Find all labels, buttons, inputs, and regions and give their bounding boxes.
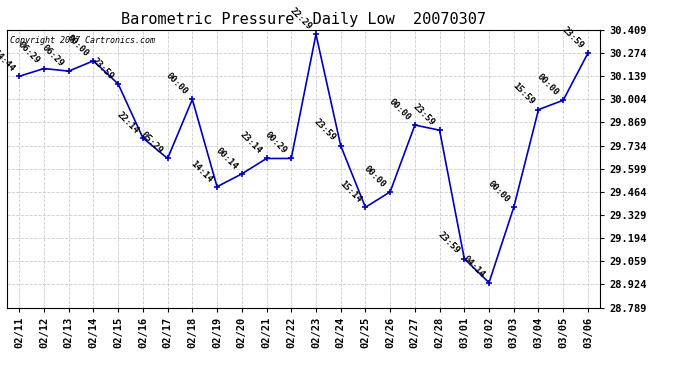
Text: 23:59: 23:59	[560, 25, 585, 50]
Text: 23:59: 23:59	[90, 56, 115, 81]
Text: 23:59: 23:59	[436, 231, 462, 256]
Text: 14:14: 14:14	[189, 159, 215, 184]
Text: 23:14: 23:14	[238, 130, 264, 156]
Text: 00:00: 00:00	[486, 179, 511, 204]
Text: 00:29: 00:29	[263, 130, 288, 156]
Title: Barometric Pressure  Daily Low  20070307: Barometric Pressure Daily Low 20070307	[121, 12, 486, 27]
Text: 00:00: 00:00	[66, 33, 90, 58]
Text: 15:14: 15:14	[337, 179, 363, 204]
Text: 00:00: 00:00	[164, 71, 190, 97]
Text: 00:00: 00:00	[535, 72, 560, 98]
Text: 15:59: 15:59	[511, 81, 535, 107]
Text: Copyright 2007 Cartronics.com: Copyright 2007 Cartronics.com	[10, 36, 155, 45]
Text: 05:29: 05:29	[139, 130, 165, 156]
Text: 00:00: 00:00	[362, 164, 387, 189]
Text: 06:29: 06:29	[41, 43, 66, 68]
Text: 23:59: 23:59	[313, 117, 338, 143]
Text: 00:00: 00:00	[386, 97, 412, 122]
Text: 22:14: 22:14	[115, 110, 140, 135]
Text: 04:14: 04:14	[461, 255, 486, 280]
Text: 14:44: 14:44	[0, 48, 17, 74]
Text: 00:14: 00:14	[214, 146, 239, 171]
Text: 06:29: 06:29	[16, 40, 41, 66]
Text: 23:59: 23:59	[411, 102, 437, 128]
Text: 22:29: 22:29	[288, 6, 313, 32]
